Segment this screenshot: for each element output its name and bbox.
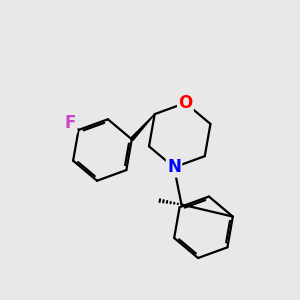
- Text: N: N: [167, 158, 181, 176]
- Text: O: O: [178, 94, 193, 112]
- Text: F: F: [65, 114, 76, 132]
- Polygon shape: [130, 114, 155, 140]
